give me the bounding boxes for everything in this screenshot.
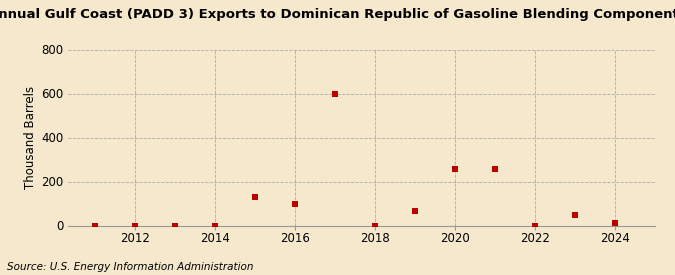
Point bbox=[410, 209, 421, 213]
Point bbox=[50, 223, 61, 228]
Point bbox=[250, 195, 261, 199]
Point bbox=[330, 91, 341, 96]
Point bbox=[210, 223, 221, 228]
Point bbox=[290, 201, 300, 206]
Point bbox=[529, 223, 540, 228]
Point bbox=[570, 212, 580, 217]
Y-axis label: Thousand Barrels: Thousand Barrels bbox=[24, 86, 37, 189]
Point bbox=[90, 223, 101, 228]
Point bbox=[130, 223, 141, 228]
Point bbox=[450, 167, 460, 172]
Point bbox=[370, 223, 381, 228]
Point bbox=[610, 221, 620, 226]
Text: Annual Gulf Coast (PADD 3) Exports to Dominican Republic of Gasoline Blending Co: Annual Gulf Coast (PADD 3) Exports to Do… bbox=[0, 8, 675, 21]
Text: Source: U.S. Energy Information Administration: Source: U.S. Energy Information Administ… bbox=[7, 262, 253, 272]
Point bbox=[170, 223, 181, 228]
Point bbox=[489, 167, 500, 171]
